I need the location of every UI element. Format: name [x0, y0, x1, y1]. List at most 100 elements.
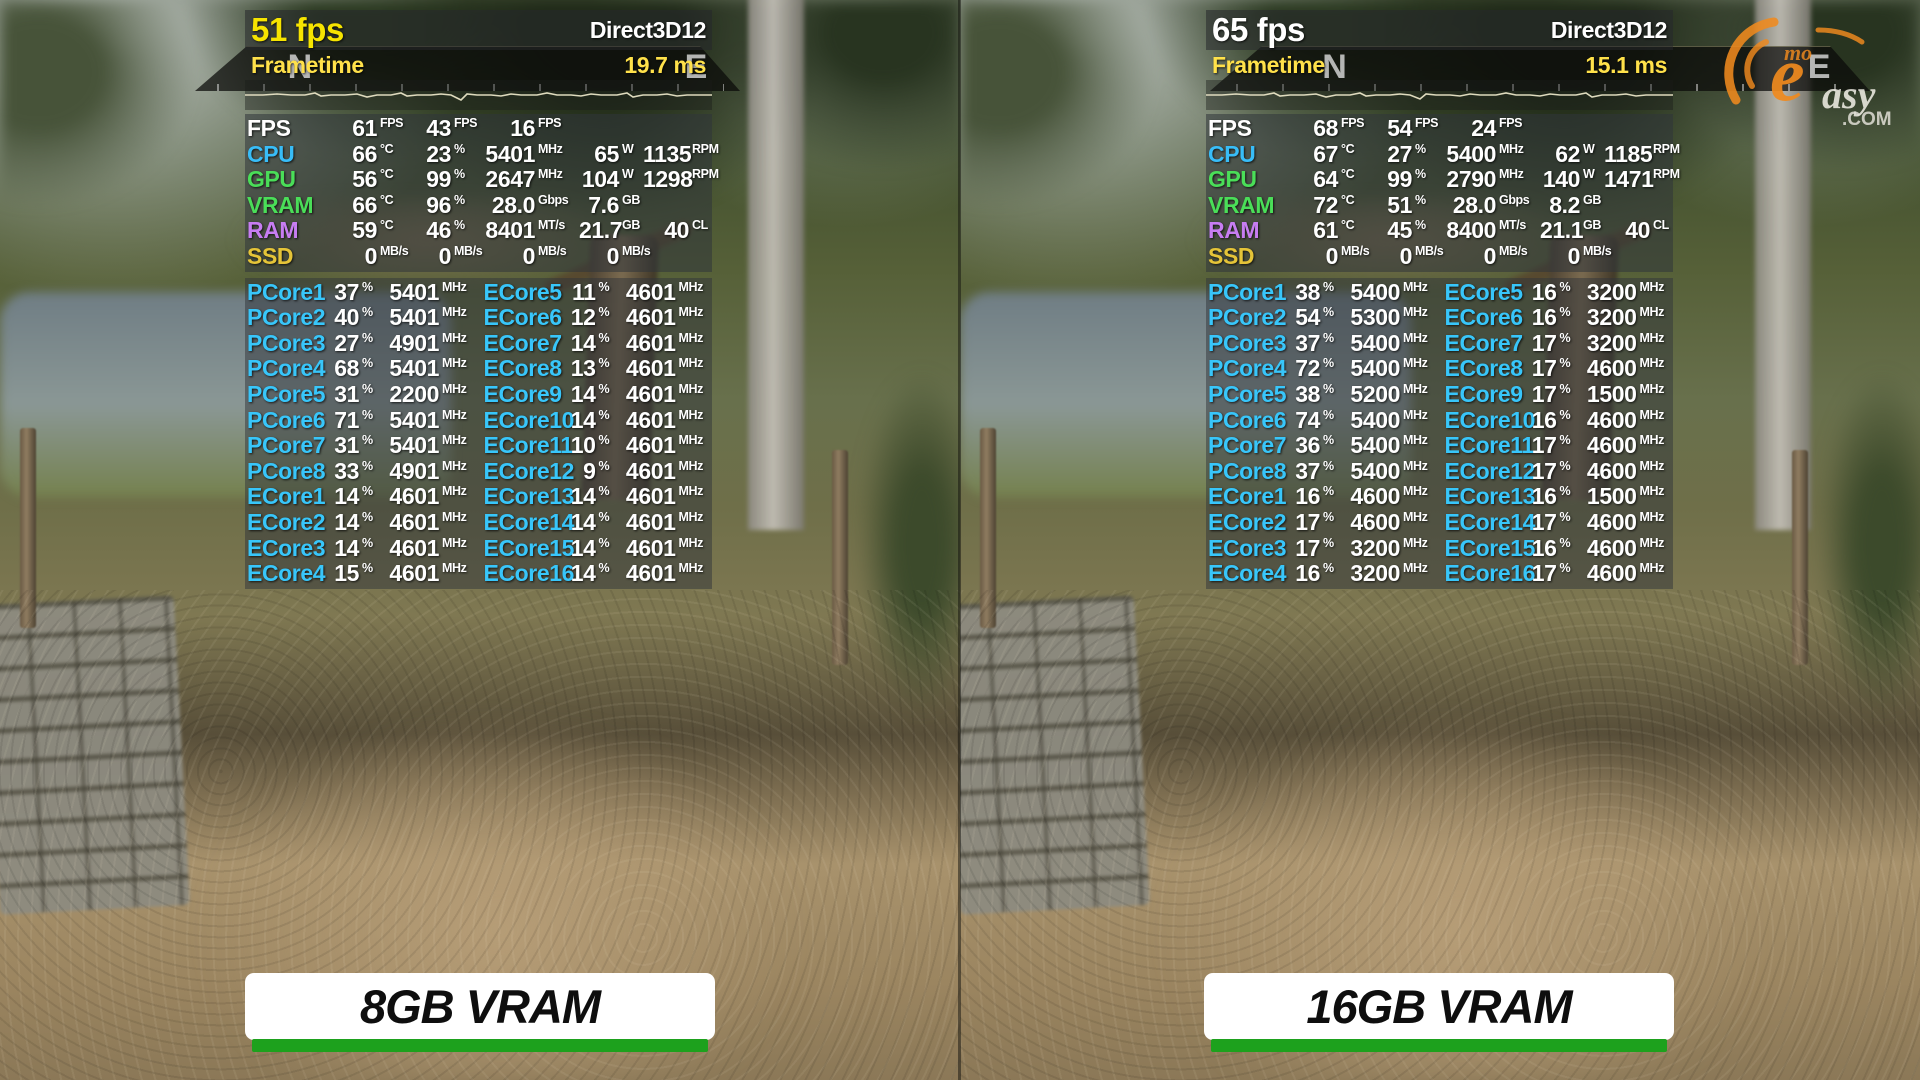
- stat-row: GPU 56 °C 99% 2647 MHz 104 W 1298 RPM: [247, 167, 719, 193]
- core-load-unit: %: [362, 433, 373, 448]
- core-load-value: 17: [1531, 380, 1557, 407]
- core-load-unit: %: [1559, 509, 1571, 524]
- stat-unit: FPS: [380, 116, 404, 130]
- core-row: ECore7 14 % 4601 MHz: [483, 329, 711, 357]
- core-label: ECore5: [1444, 278, 1524, 305]
- core-column-left: PCore1 37 % 5401 MHz PCore2 40 % 5401 MH…: [247, 278, 474, 587]
- core-freq-value: 3200: [1586, 278, 1637, 305]
- core-row: PCore8 37 % 5400 MHz: [1208, 458, 1435, 485]
- core-freq-unit: MHz: [678, 407, 704, 422]
- core-load-value: 38: [1295, 380, 1320, 407]
- core-row: ECore11 17 % 4600 MHz: [1445, 433, 1672, 459]
- core-load-unit: %: [598, 535, 610, 550]
- core-row: ECore7 17 % 3200 MHz: [1445, 329, 1672, 357]
- stat-unit: MHz: [1499, 167, 1524, 182]
- core-load-unit: %: [1323, 484, 1334, 499]
- core-stats-table: PCore1 37 % 5401 MHz PCore2 40 % 5401 MH…: [245, 277, 712, 589]
- core-load-unit: %: [1323, 305, 1334, 320]
- core-load-unit: %: [598, 561, 610, 576]
- stat-value: 72: [1313, 191, 1338, 218]
- stat-value: 140: [1542, 166, 1581, 193]
- core-load-unit: %: [598, 433, 610, 448]
- core-load-value: 14: [570, 560, 596, 587]
- core-label: ECore14: [1444, 508, 1536, 535]
- core-freq-unit: MHz: [442, 407, 467, 422]
- core-freq-value: 4601: [625, 406, 676, 433]
- core-label: ECore14: [483, 508, 575, 535]
- core-freq-unit: MHz: [678, 561, 704, 576]
- core-load-unit: %: [362, 407, 373, 422]
- stat-value: 8.2: [1549, 191, 1580, 218]
- stat-unit: MB/s: [1583, 243, 1612, 258]
- core-freq-value: 4600: [1350, 483, 1400, 510]
- monitoring-overlay: 51 fps Direct3D12 Frametime 19.7 ms FPS …: [245, 10, 719, 589]
- core-label: ECore7: [483, 329, 563, 356]
- graphics-api-label: Direct3D12: [1550, 16, 1668, 43]
- stat-unit: FPS: [538, 116, 562, 130]
- stat-unit: [689, 111, 714, 137]
- fps-counter: 51 fps: [251, 11, 344, 48]
- frametime-value: 19.7 ms: [624, 51, 706, 78]
- core-freq-value: 4600: [1586, 457, 1637, 484]
- stat-value: 0: [1325, 242, 1339, 269]
- core-load-value: 14: [570, 380, 596, 407]
- frametime-row: Frametime 19.7 ms: [245, 50, 712, 80]
- stat-value: 99: [1387, 166, 1412, 193]
- core-load-value: 14: [570, 508, 596, 535]
- core-freq-value: 3200: [1350, 534, 1400, 561]
- frametime-graph: [1206, 80, 1673, 110]
- core-freq-value: 4600: [1586, 508, 1637, 535]
- stat-value: [643, 193, 689, 219]
- core-load-unit: %: [1323, 561, 1334, 576]
- core-row: ECore8 13 % 4601 MHz: [484, 356, 711, 382]
- core-freq-unit: MHz: [1639, 433, 1665, 448]
- frametime-value: 15.1 ms: [1585, 51, 1667, 78]
- core-load-unit: %: [362, 509, 373, 524]
- core-label: ECore5: [483, 278, 563, 305]
- stat-value: 8400: [1446, 217, 1496, 244]
- stat-label: FPS: [1208, 115, 1252, 141]
- core-freq-value: 5300: [1350, 304, 1400, 331]
- stat-value: 66: [352, 191, 377, 218]
- compass-east-label: E: [1807, 48, 1831, 86]
- core-freq-unit: MHz: [442, 484, 467, 499]
- core-label: ECore1: [247, 483, 326, 510]
- core-row: PCore6 71 % 5401 MHz: [247, 407, 474, 434]
- core-freq-unit: MHz: [1639, 561, 1665, 576]
- core-freq-unit: MHz: [442, 458, 467, 473]
- core-row: ECore2 17 % 4600 MHz: [1208, 508, 1435, 536]
- core-row: ECore9 14 % 4601 MHz: [484, 380, 711, 408]
- stat-value: [643, 116, 689, 142]
- stat-unit: MHz: [1499, 141, 1524, 156]
- core-load-value: 16: [1531, 304, 1557, 331]
- core-freq-unit: MHz: [1639, 509, 1665, 524]
- core-label: PCore3: [1208, 329, 1287, 356]
- logo-com: .COM: [1842, 109, 1892, 126]
- core-freq-unit: MHz: [1639, 381, 1665, 396]
- overlay-header: 51 fps Direct3D12: [245, 10, 712, 50]
- core-label: ECore15: [1444, 534, 1536, 561]
- frametime-row: Frametime 15.1 ms: [1206, 50, 1673, 80]
- stat-unit: %: [454, 218, 465, 233]
- core-freq-value: 4600: [1350, 508, 1400, 535]
- stat-unit: FPS: [1415, 116, 1439, 130]
- stat-value: 1185: [1604, 140, 1653, 167]
- core-row: ECore3 14 % 4601 MHz: [247, 535, 474, 562]
- core-load-unit: %: [1323, 407, 1334, 422]
- core-load-value: 33: [334, 457, 359, 484]
- core-load-unit: %: [1559, 356, 1571, 371]
- core-label: PCore1: [247, 278, 326, 305]
- stat-value: 21.1: [1540, 217, 1584, 244]
- core-label: ECore2: [247, 508, 326, 535]
- stat-row: FPS 68 FPS 54 FPS 24 FPS: [1208, 115, 1671, 142]
- stat-label: SSD: [1208, 242, 1255, 269]
- stat-unit: %: [454, 141, 465, 156]
- core-row: ECore8 17 % 4600 MHz: [1445, 356, 1672, 382]
- stat-unit: °C: [1341, 141, 1355, 156]
- core-load-value: 17: [1531, 329, 1557, 356]
- stat-unit: MT/s: [538, 218, 565, 233]
- stat-label: RAM: [247, 217, 299, 244]
- wooden-post: [980, 428, 996, 628]
- stat-value: [1604, 193, 1650, 219]
- core-load-value: 17: [1531, 457, 1557, 484]
